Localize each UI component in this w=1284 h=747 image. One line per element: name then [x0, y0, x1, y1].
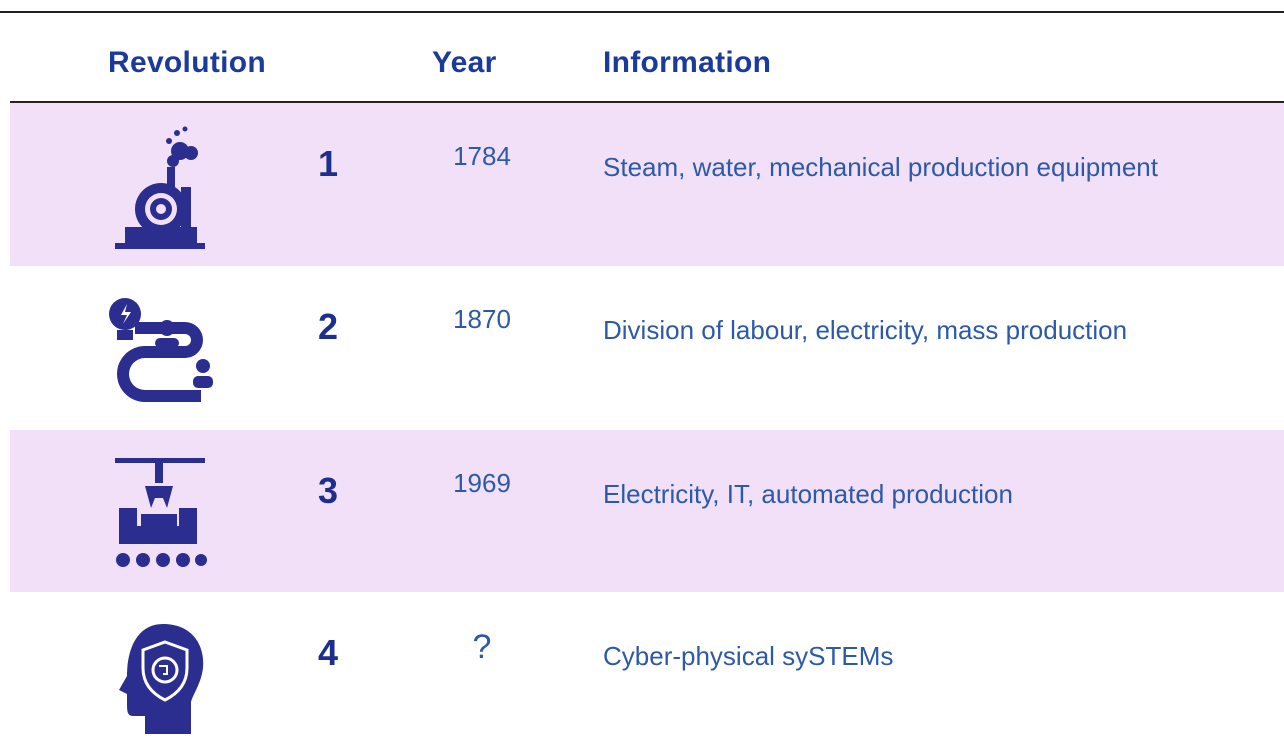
revolution-number: 3 — [318, 470, 339, 511]
year: 1870 — [453, 304, 511, 334]
revolution-number: 2 — [318, 306, 339, 347]
table-row: 2 1870 Division of labour, electricity, … — [10, 266, 1284, 430]
information: Electricity, IT, automated production — [603, 479, 1013, 509]
year: ? — [472, 628, 492, 666]
steam-engine-icon — [115, 126, 205, 249]
header-rule — [10, 101, 1284, 103]
lightbulb-process-icon — [109, 298, 213, 402]
information: Cyber-physical sySTEMs — [603, 641, 894, 671]
top-rule — [0, 11, 1284, 13]
year: 1969 — [453, 468, 511, 498]
table-row: 1 1784 Steam, water, mechanical producti… — [10, 103, 1284, 266]
header-cell: Year — [432, 46, 497, 79]
table-row: 3 1969 Electricity, IT, automated produc… — [10, 430, 1284, 592]
header-cell: Revolution — [108, 46, 266, 79]
revolution-number: 1 — [318, 143, 339, 184]
header-cell: Information — [603, 46, 772, 79]
revolution-number: 4 — [318, 632, 339, 673]
information: Steam, water, mechanical production equi… — [603, 152, 1158, 182]
table-row: 4 ? Cyber-physical sySTEMs — [10, 592, 1284, 747]
information: Division of labour, electricity, mass pr… — [603, 315, 1128, 345]
assembly-line-icon — [115, 458, 207, 567]
year: 1784 — [453, 141, 511, 171]
cyber-head-icon — [119, 624, 204, 734]
